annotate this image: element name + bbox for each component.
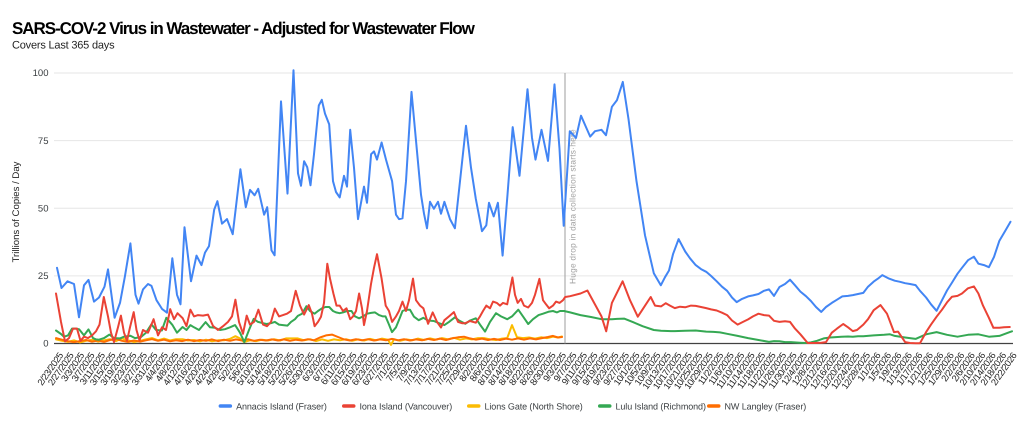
svg-text:0: 0 [43, 339, 48, 350]
svg-text:100: 100 [33, 68, 49, 79]
svg-text:Covers Last 365 days: Covers Last 365 days [12, 40, 115, 52]
svg-text:Huge drop in data collection s: Huge drop in data collection starts·here [568, 129, 578, 284]
svg-text:Lulu Island (Richmond): Lulu Island (Richmond) [616, 402, 706, 412]
svg-text:25: 25 [38, 271, 49, 282]
svg-text:SARS-COV-2 Virus in Wastewater: SARS-COV-2 Virus in Wastewater - Adjuste… [12, 19, 476, 38]
svg-text:Lions Gate (North Shore): Lions Gate (North Shore) [485, 402, 583, 412]
svg-text:NW Langley (Fraser): NW Langley (Fraser) [725, 402, 807, 412]
svg-text:Annacis Island (Fraser): Annacis Island (Fraser) [236, 402, 327, 412]
svg-text:Iona Island (Vancouver): Iona Island (Vancouver) [360, 402, 453, 412]
svg-text:Trillions of Copies / Day: Trillions of Copies / Day [11, 161, 22, 262]
svg-text:50: 50 [38, 203, 49, 214]
svg-text:75: 75 [38, 136, 49, 147]
